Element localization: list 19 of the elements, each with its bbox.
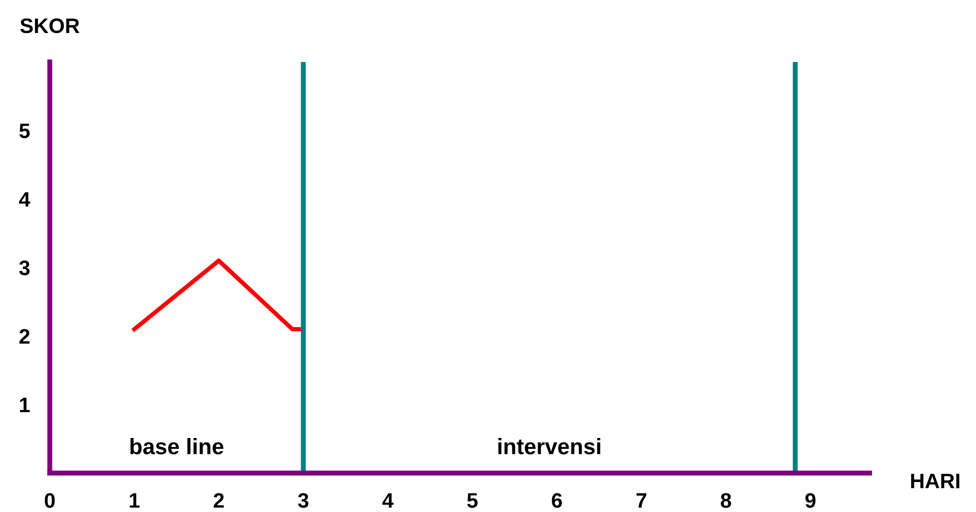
annotation: intervensi [498,438,600,454]
x-tick-label: 4 [382,493,394,508]
x-tick-label: 3 [298,493,308,508]
x-tick-label: 1 [130,493,140,508]
x-axis-title: HARI [911,474,960,488]
x-tick-label: 7 [636,493,646,508]
y-tick-label: 1 [20,398,30,412]
x-tick-label: 0 [44,493,55,508]
y-tick-label: 2 [19,329,30,344]
y-tick-label: 4 [19,192,30,207]
y-tick-label: 3 [19,260,30,276]
x-tick-label: 9 [805,493,816,508]
y-tick-label: 5 [19,124,30,138]
x-tick-label: 8 [720,493,732,508]
x-tick-label: 2 [214,493,224,508]
x-tick-label: 6 [552,493,562,508]
x-tick-label: 5 [467,493,478,508]
annotation: base line [130,438,224,454]
y-axis-title: SKOR [20,18,80,34]
